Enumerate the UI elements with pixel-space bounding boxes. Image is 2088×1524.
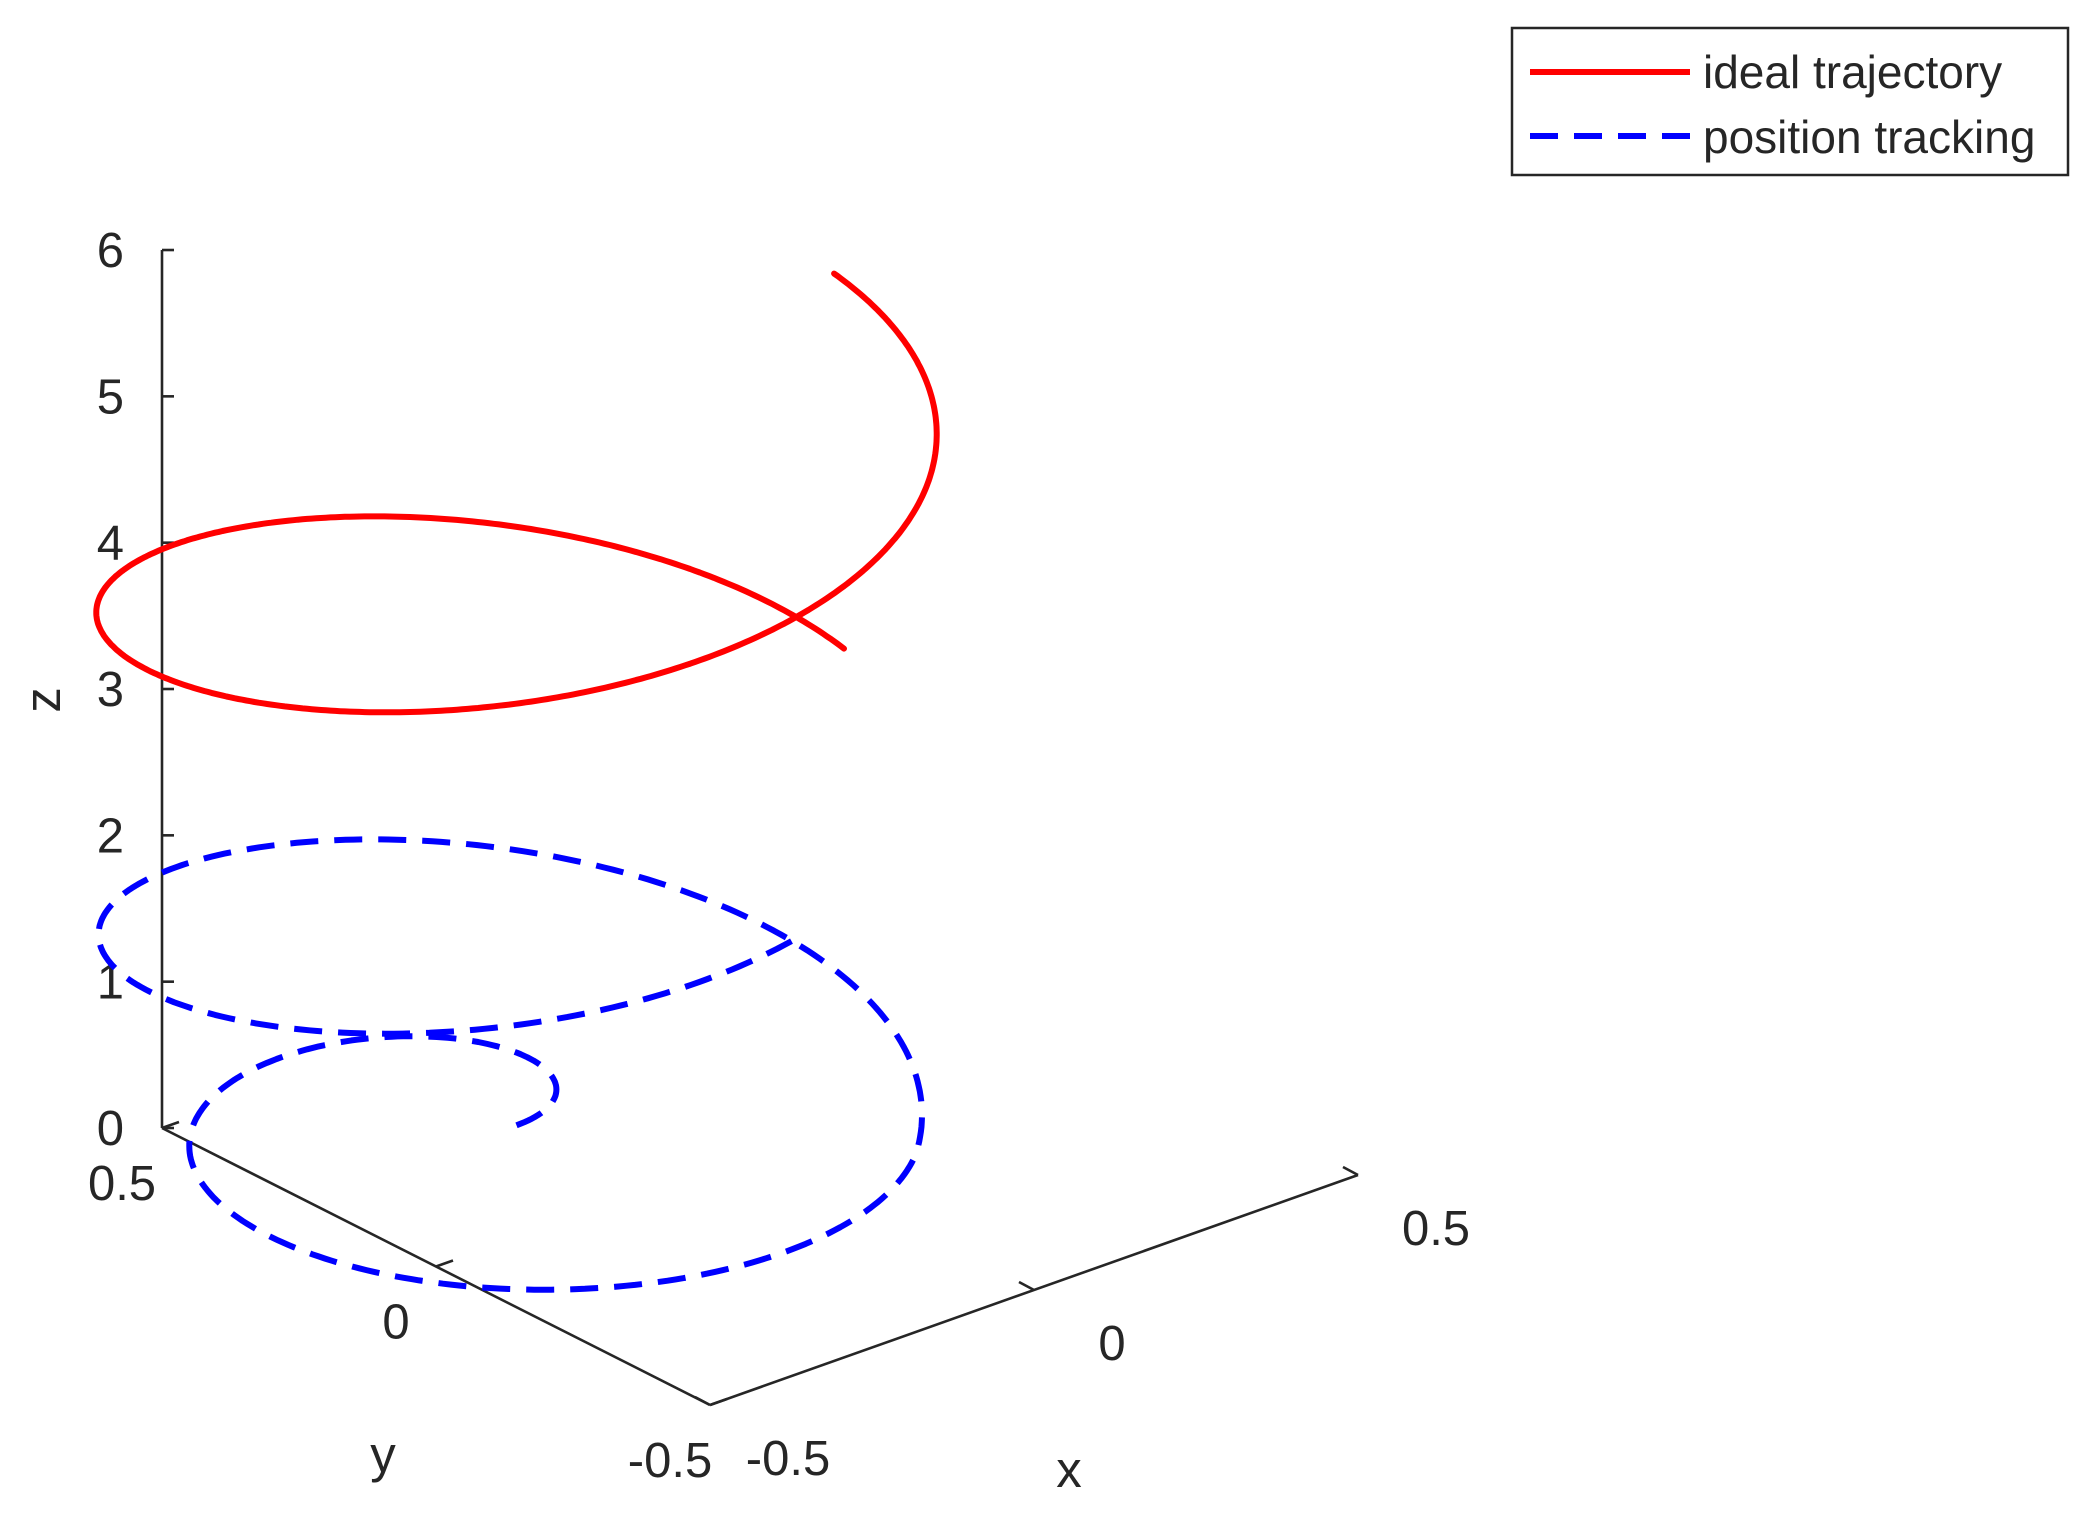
x-tick	[1342, 1165, 1359, 1177]
y-tick	[709, 1397, 728, 1407]
z-tick-label: 4	[97, 517, 124, 571]
z-tick-label: 5	[97, 370, 124, 424]
series-ideal-trajectory	[93, 270, 940, 716]
x-tick	[694, 1395, 711, 1407]
x-tick	[1018, 1280, 1035, 1292]
x-tick-label: 0.5	[1402, 1202, 1470, 1256]
y-axis-label: y	[370, 1426, 396, 1483]
y-tick-label: -0.5	[628, 1434, 712, 1488]
y-tick	[161, 1120, 180, 1130]
series-position-tracking	[95, 836, 925, 1293]
z-axis-label: z	[14, 687, 71, 713]
z-tick-label: 6	[97, 224, 124, 278]
legend: ideal trajectory position tracking	[1510, 26, 2070, 177]
z-tick-label: 0	[97, 1102, 124, 1156]
y-tick	[435, 1259, 454, 1268]
x-axis-label: x	[1056, 1441, 1082, 1498]
y-tick-label: 0.5	[88, 1157, 156, 1211]
y-tick-label: 0	[382, 1296, 409, 1350]
legend-box	[1510, 26, 2070, 177]
z-tick-label: 3	[97, 663, 124, 717]
legend-label-ideal: ideal trajectory	[1703, 46, 2002, 98]
x-ticks: -0.5 0 0.5	[694, 1165, 1470, 1486]
x-tick-label: -0.5	[746, 1432, 830, 1486]
y-ticks: -0.5 0 0.5	[88, 1120, 728, 1488]
x-tick-label: 0	[1098, 1317, 1125, 1371]
legend-label-tracking: position tracking	[1703, 111, 2035, 163]
z-tick-label: 2	[97, 809, 124, 863]
